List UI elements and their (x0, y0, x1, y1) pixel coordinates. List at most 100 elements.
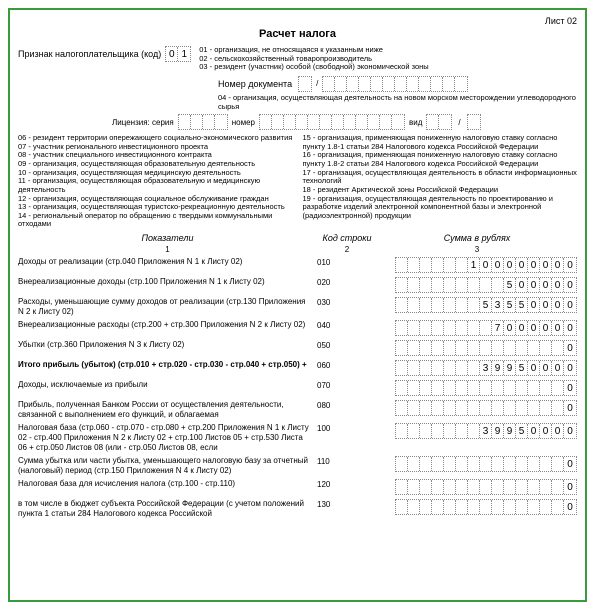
char-cell (347, 77, 359, 91)
license-extra-box[interactable] (467, 114, 481, 130)
legend-left: 06 - резидент территории опережающего со… (18, 134, 293, 229)
value-boxes[interactable]: 100000000 (395, 257, 577, 273)
char-cell: 0 (540, 361, 552, 375)
license-type-boxes[interactable] (426, 114, 452, 130)
char-cell (492, 278, 504, 292)
char-cell (368, 115, 380, 129)
char-cell (552, 480, 564, 494)
char-cell: 0 (564, 480, 576, 494)
char-cell: 0 (552, 321, 564, 335)
char-cell: 0 (564, 381, 576, 395)
char-cell (492, 500, 504, 514)
char-cell (444, 341, 456, 355)
row-code: 050 (317, 340, 377, 350)
row-code: 130 (317, 499, 377, 509)
char-cell (396, 361, 408, 375)
char-cell (456, 341, 468, 355)
char-cell (203, 115, 215, 129)
char-cell: 0 (504, 258, 516, 272)
docnum-right-boxes[interactable] (322, 76, 468, 92)
row-code: 010 (317, 257, 377, 267)
char-cell (552, 500, 564, 514)
char-cell (528, 381, 540, 395)
char-cell: 1 (178, 47, 190, 61)
char-cell: 0 (480, 258, 492, 272)
char-cell (432, 381, 444, 395)
char-cell: 5 (516, 361, 528, 375)
char-cell (480, 381, 492, 395)
char-cell (528, 341, 540, 355)
row-value: 0 (377, 456, 577, 472)
char-cell (408, 298, 420, 312)
col-header-2: Код строки (317, 233, 377, 243)
char-cell (356, 115, 368, 129)
char-cell (396, 457, 408, 471)
slash-separator: / (312, 79, 322, 88)
value-boxes[interactable]: 53550000 (395, 297, 577, 313)
char-cell (444, 457, 456, 471)
char-cell (396, 500, 408, 514)
license-num-boxes[interactable] (259, 114, 405, 130)
char-cell (408, 321, 420, 335)
char-cell (420, 258, 432, 272)
char-cell: 0 (564, 278, 576, 292)
char-cell (392, 115, 404, 129)
char-cell (432, 424, 444, 438)
table-body: Доходы от реализации (стр.040 Приложения… (18, 257, 577, 519)
value-boxes[interactable]: 0 (395, 380, 577, 396)
char-cell (335, 77, 347, 91)
char-cell (480, 480, 492, 494)
value-boxes[interactable]: 39950000 (395, 423, 577, 439)
char-cell: 1 (468, 258, 480, 272)
value-boxes[interactable]: 500000 (395, 277, 577, 293)
value-boxes[interactable]: 7000000 (395, 320, 577, 336)
code-def-mid: 04 - организация, осуществляющая деятель… (218, 94, 577, 111)
taxpayer-code-boxes[interactable]: 01 (165, 46, 191, 62)
value-boxes[interactable]: 0 (395, 499, 577, 515)
char-cell (443, 77, 455, 91)
value-boxes[interactable]: 0 (395, 456, 577, 472)
row-value: 7000000 (377, 320, 577, 336)
docnum-left-boxes[interactable] (298, 76, 312, 92)
char-cell (504, 381, 516, 395)
char-cell (456, 401, 468, 415)
table-row: Внереализационные расходы (стр.200 + стр… (18, 320, 577, 336)
char-cell (359, 77, 371, 91)
char-cell: 5 (504, 298, 516, 312)
slash-separator-2: / (456, 118, 462, 127)
row-code: 110 (317, 456, 377, 466)
char-cell (380, 115, 392, 129)
row-code: 020 (317, 277, 377, 287)
char-cell (407, 77, 419, 91)
char-cell: 0 (528, 298, 540, 312)
char-cell (284, 115, 296, 129)
char-cell (480, 401, 492, 415)
value-boxes[interactable]: 0 (395, 400, 577, 416)
char-cell (540, 457, 552, 471)
col-header-3: Сумма в рублях (377, 233, 577, 243)
license-series-boxes[interactable] (178, 114, 228, 130)
char-cell: 0 (564, 361, 576, 375)
char-cell (444, 278, 456, 292)
value-boxes[interactable]: 39950000 (395, 360, 577, 376)
char-cell (492, 381, 504, 395)
char-cell: 0 (564, 401, 576, 415)
char-cell (396, 401, 408, 415)
char-cell (344, 115, 356, 129)
char-cell (468, 480, 480, 494)
char-cell: 0 (564, 457, 576, 471)
char-cell (396, 341, 408, 355)
char-cell: 0 (516, 321, 528, 335)
char-cell: 0 (552, 258, 564, 272)
value-boxes[interactable]: 0 (395, 479, 577, 495)
char-cell (260, 115, 272, 129)
char-cell (408, 258, 420, 272)
char-cell: 0 (564, 258, 576, 272)
char-cell (492, 401, 504, 415)
char-cell (528, 480, 540, 494)
value-boxes[interactable]: 0 (395, 340, 577, 356)
char-cell (480, 321, 492, 335)
char-cell (444, 424, 456, 438)
char-cell (504, 401, 516, 415)
char-cell (552, 341, 564, 355)
